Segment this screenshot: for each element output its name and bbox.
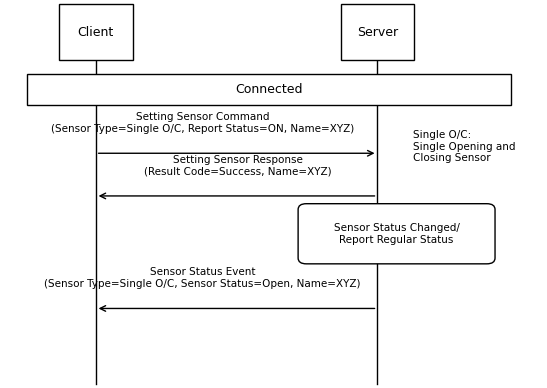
FancyBboxPatch shape	[59, 4, 133, 60]
Text: Setting Sensor Command
(Sensor Type=Single O/C, Report Status=ON, Name=XYZ): Setting Sensor Command (Sensor Type=Sing…	[51, 112, 354, 134]
Text: Sensor Status Event
(Sensor Type=Single O/C, Sensor Status=Open, Name=XYZ): Sensor Status Event (Sensor Type=Single …	[44, 267, 360, 289]
Text: Client: Client	[78, 26, 114, 38]
FancyBboxPatch shape	[27, 74, 511, 105]
Text: Setting Sensor Response
(Result Code=Success, Name=XYZ): Setting Sensor Response (Result Code=Suc…	[144, 155, 332, 177]
FancyBboxPatch shape	[298, 204, 495, 264]
Text: Sensor Status Changed/
Report Regular Status: Sensor Status Changed/ Report Regular St…	[334, 223, 459, 244]
Text: Connected: Connected	[236, 83, 303, 96]
Text: Single O/C:
Single Opening and
Closing Sensor: Single O/C: Single Opening and Closing S…	[413, 130, 515, 163]
FancyBboxPatch shape	[340, 4, 415, 60]
Text: Server: Server	[357, 26, 398, 38]
